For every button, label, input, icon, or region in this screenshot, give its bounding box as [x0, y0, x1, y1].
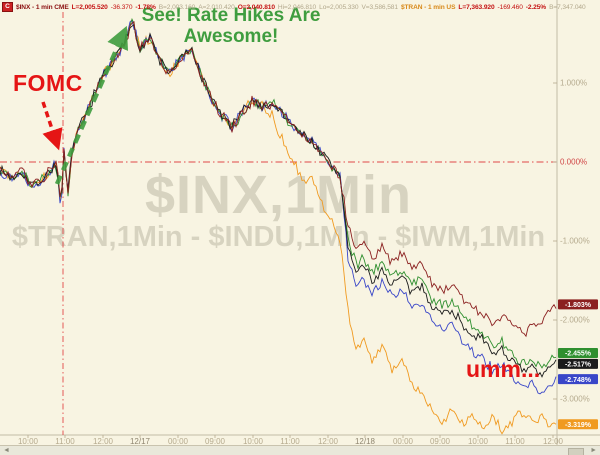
- x-axis-label: 12:00: [93, 437, 114, 445]
- scroll-right-arrow[interactable]: ►: [590, 447, 597, 454]
- series-maroon-price-tag: [558, 299, 598, 310]
- series-green-price-tag: [558, 347, 598, 358]
- ticker-info-segment: O=2,040.810: [237, 3, 275, 11]
- watermark-secondary-symbols: $TRAN,1Min - $INDU,1Min - $IWM,1Min: [11, 221, 546, 253]
- annotation-rate-hikes-line2: Awesome!: [183, 26, 279, 47]
- x-axis-label: 12:00: [543, 437, 564, 445]
- ticker-info-segment: Lo=2,005.330: [319, 3, 359, 11]
- ticker-info-segment: B=7,347.040: [549, 3, 586, 11]
- ticker-info-segment: $INX - 1 min CME: [16, 3, 69, 11]
- ticker-info-row: $INX - 1 min CME L=2,005.520 -36.370 -1.78%…: [16, 4, 589, 11]
- last-price-tags: -3.319% -2.748% -2.455% -2.517% -1.803%: [558, 299, 598, 430]
- scrollbar-thumb[interactable]: [568, 448, 584, 455]
- ticker-info-segment: A=2,010.420: [198, 3, 235, 11]
- ticker-info-segment: -2.25%: [525, 3, 547, 11]
- annotation-fomc: FOMC: [13, 70, 83, 96]
- x-axis-label: 12/18: [355, 437, 376, 445]
- ticker-info-segment: L=7,363.920: [458, 3, 495, 11]
- ticker-header: C $INX - 1 min CME L=2,005.520 -36.370 -1.7…: [0, 0, 600, 14]
- series-black-price-tag: [558, 358, 598, 369]
- annotation-umm: umm...: [466, 356, 541, 382]
- series-orange-price-tag-label: -3.319%: [565, 422, 592, 429]
- ticker-info-segment: Hi=2,046.810: [277, 3, 317, 11]
- x-axis-label: 11:00: [280, 437, 300, 445]
- x-axis-label: 10:00: [243, 437, 264, 445]
- ticker-info-segment: $TRAN - 1 min US: [400, 3, 456, 11]
- fomc-arrow: [41, 101, 63, 151]
- y-axis-label: -2.000%: [560, 316, 590, 325]
- rate-hikes-arrow: [54, 25, 129, 185]
- x-axis-label: 09:00: [430, 437, 451, 445]
- annotation-rate-hikes-line1: See! Rate Hikes Are: [141, 5, 321, 26]
- y-axis-label: -3.000%: [560, 395, 590, 404]
- y-axis-label: 1.000%: [560, 79, 587, 88]
- series-blue: [0, 19, 557, 395]
- ticker-info-segment: V=3,586,581: [361, 3, 398, 11]
- y-axis-label: 0.000%: [560, 158, 587, 167]
- x-axis-label: 12:00: [318, 437, 339, 445]
- series-black-price-tag-label: -2.517%: [565, 362, 592, 369]
- x-axis-label: 10:00: [468, 437, 489, 445]
- price-chart-canvas[interactable]: 1.000% 0.000% -1.000% -2.000% -3.000% 10:00 11…: [0, 0, 600, 445]
- x-axis-label: 00:00: [393, 437, 414, 445]
- x-axis-label: 11:00: [55, 437, 75, 445]
- annotation-rate-hikes: See! Rate Hikes Are Awesome!: [126, 5, 336, 47]
- chart-type-icon[interactable]: C: [2, 2, 13, 12]
- x-axis-label: 11:00: [505, 437, 525, 445]
- ticker-info-segment: -169.460: [497, 3, 523, 11]
- axis-labels: 1.000% 0.000% -1.000% -2.000% -3.000% 10:00 11…: [18, 79, 590, 445]
- series-blue-price-tag-label: -2.748%: [565, 377, 592, 384]
- watermark-primary-symbol: $INX,1Min: [144, 165, 413, 225]
- x-axis-label: 12/17: [130, 437, 151, 445]
- ticker-info-segment: -1.78%: [135, 3, 156, 11]
- x-axis-label: 00:00: [168, 437, 189, 445]
- ticker-info-segment: -36.370: [110, 3, 133, 11]
- series-green-price-tag-label: -2.455%: [565, 351, 592, 358]
- series-maroon: [0, 20, 557, 338]
- scroll-left-arrow[interactable]: ◄: [3, 447, 10, 454]
- series-maroon-price-tag-label: -1.803%: [565, 302, 592, 309]
- y-axis-label: -1.000%: [560, 237, 590, 246]
- x-axis-label: 10:00: [18, 437, 39, 445]
- series-blue-price-tag: [558, 374, 598, 385]
- series-orange-price-tag: [558, 419, 598, 430]
- series-black: [0, 23, 557, 378]
- series-green: [0, 17, 557, 369]
- ticker-info-segment: L=2,005.520: [71, 3, 108, 11]
- x-axis-label: 09:00: [205, 437, 226, 445]
- ticker-info-segment: B=2,003.160: [158, 3, 196, 11]
- horizontal-scrollbar[interactable]: ◄ ►: [0, 445, 600, 455]
